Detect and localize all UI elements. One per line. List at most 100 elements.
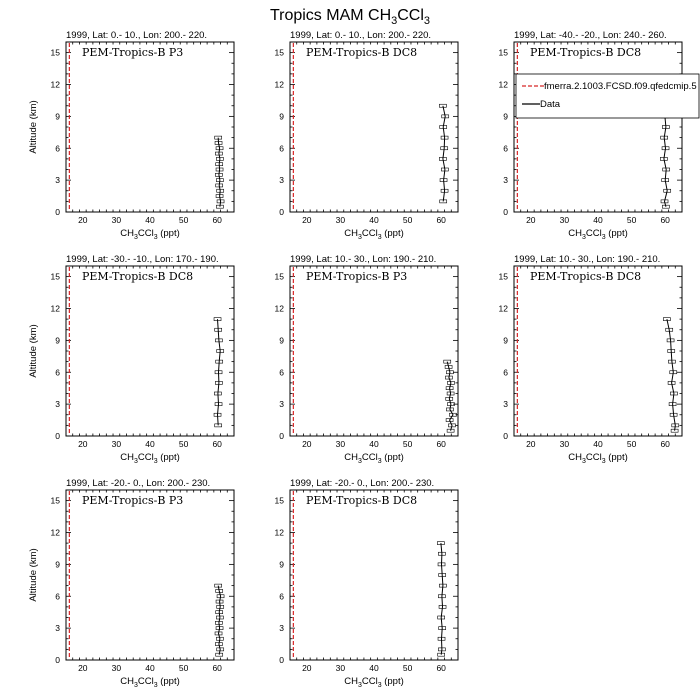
x-axis-label-part: 3 bbox=[134, 682, 138, 689]
x-axis-label-part: 3 bbox=[602, 234, 606, 241]
x-axis-label: CH3CCl3 (ppt) bbox=[120, 676, 180, 689]
chart-panel: 1999, Lat: 10.- 30., Lon: 190.- 210.20 30… bbox=[275, 254, 459, 465]
x-tick-label: 50 bbox=[179, 215, 189, 225]
y-tick-label: 6 bbox=[503, 367, 508, 377]
chart-panel: 1999, Lat: -30.- -10., Lon: 170.- 190. 20… bbox=[28, 254, 235, 465]
chart-panel: 1999, Lat: 0.- 10., Lon: 200.- 220.20 30 4… bbox=[28, 30, 235, 241]
data-point-marker bbox=[663, 317, 671, 321]
data-point-marker bbox=[440, 146, 449, 151]
data-point-marker bbox=[216, 199, 225, 204]
chart-panel: 1999, Lat: -20.- 0., Lon: 200.- 230.20 30… bbox=[28, 478, 235, 689]
x-axis-label-part: 3 bbox=[358, 682, 362, 689]
y-axis-label: Altitude (km) bbox=[28, 100, 39, 153]
data-point-marker bbox=[216, 615, 224, 620]
x-tick-label: 60 bbox=[660, 439, 670, 449]
x-tick-label: 20 bbox=[526, 215, 536, 225]
data-series-line bbox=[216, 319, 221, 426]
panel-title: 1999, Lat: 10.- 30., Lon: 190.- 210. bbox=[514, 254, 660, 265]
plot-frame bbox=[65, 489, 235, 661]
x-axis-label-part: 3 bbox=[378, 682, 382, 689]
legend-model-label: fmerra.2.1003.FCSD.f09.qfedcmip.5 bbox=[544, 81, 697, 92]
x-tick-label: 30 bbox=[112, 439, 122, 449]
data-point-marker bbox=[670, 428, 679, 433]
campaign-label: PEM-Tropics-B DC8 bbox=[530, 270, 641, 283]
campaign-label: PEM-Tropics-B P3 bbox=[82, 46, 183, 59]
x-tick-label: 30 bbox=[336, 215, 346, 225]
data-point-marker bbox=[663, 188, 672, 193]
panel-title: 1999, Lat: -30.- -10., Lon: 170.- 190. bbox=[66, 254, 219, 265]
data-point-marker bbox=[438, 551, 446, 556]
data-point-marker bbox=[216, 204, 224, 209]
y-tick-label: 9 bbox=[503, 111, 508, 121]
data-point-marker bbox=[443, 359, 452, 364]
data-point-marker bbox=[667, 381, 676, 385]
data-series-line bbox=[446, 361, 454, 431]
data-point-marker bbox=[215, 642, 223, 646]
data-point-marker bbox=[215, 146, 224, 151]
data-point-marker bbox=[445, 375, 453, 380]
figure-title-sub1: 3 bbox=[391, 15, 397, 27]
x-axis-label-part: 3 bbox=[602, 458, 606, 465]
x-axis-label-part: CCl bbox=[586, 452, 602, 463]
campaign-label: PEM-Tropics-B P3 bbox=[82, 494, 183, 507]
data-point-marker bbox=[215, 599, 224, 604]
x-axis-label-part: 3 bbox=[154, 682, 158, 689]
y-tick-label: 15 bbox=[275, 48, 285, 58]
data-point-marker bbox=[439, 583, 447, 588]
x-axis-label-part: 3 bbox=[358, 458, 362, 465]
y-tick-label: 3 bbox=[279, 175, 284, 185]
x-tick-label: 60 bbox=[436, 439, 446, 449]
data-point-marker bbox=[215, 338, 223, 343]
y-tick-label: 12 bbox=[275, 80, 285, 90]
x-tick-label: 20 bbox=[302, 215, 312, 225]
y-tick-label: 3 bbox=[503, 175, 508, 185]
y-tick-label: 12 bbox=[51, 304, 61, 314]
data-point-marker bbox=[660, 157, 668, 161]
x-tick-label: 40 bbox=[145, 663, 155, 673]
data-point-marker bbox=[446, 370, 454, 375]
data-point-marker bbox=[215, 610, 224, 614]
x-tick-label: 20 bbox=[78, 215, 88, 225]
y-tick-label: 9 bbox=[503, 335, 508, 345]
x-axis-label-part: CH bbox=[120, 452, 134, 463]
data-point-marker bbox=[216, 188, 225, 193]
data-point-marker bbox=[215, 173, 223, 177]
x-tick-label: 50 bbox=[403, 439, 413, 449]
x-tick-label: 40 bbox=[593, 215, 603, 225]
panel-title: 1999, Lat: 0.- 10., Lon: 200.- 220. bbox=[290, 30, 431, 41]
panel-title: 1999, Lat: -20.- 0., Lon: 200.- 230. bbox=[290, 478, 434, 489]
data-point-marker bbox=[660, 199, 669, 204]
data-point-marker bbox=[666, 338, 675, 343]
x-axis-label-part: (ppt) bbox=[606, 228, 628, 239]
x-tick-label: 20 bbox=[78, 663, 88, 673]
data-point-marker bbox=[668, 402, 677, 406]
y-tick-label: 12 bbox=[275, 528, 285, 538]
y-tick-label: 3 bbox=[279, 399, 284, 409]
y-tick-label: 15 bbox=[51, 48, 61, 58]
data-point-marker bbox=[445, 386, 454, 390]
x-axis-label-part: CCl bbox=[362, 452, 378, 463]
data-point-marker bbox=[215, 652, 224, 657]
data-point-marker bbox=[215, 626, 224, 630]
x-tick-label: 40 bbox=[369, 215, 379, 225]
data-series-line bbox=[442, 105, 446, 202]
x-axis-label-part: CCl bbox=[138, 676, 154, 687]
x-tick-label: 50 bbox=[179, 439, 189, 449]
panel-title: 1999, Lat: -40.- -20., Lon: 240.- 260. bbox=[514, 30, 667, 41]
y-tick-label: 9 bbox=[55, 111, 60, 121]
data-point-marker bbox=[215, 162, 224, 166]
x-axis-label: CH3CCl3 (ppt) bbox=[120, 452, 180, 465]
data-point-marker bbox=[662, 204, 670, 209]
x-axis-label-part: 3 bbox=[154, 458, 158, 465]
data-point-marker bbox=[670, 391, 678, 396]
data-point-marker bbox=[213, 317, 222, 321]
plot-frame bbox=[289, 41, 459, 213]
data-point-marker bbox=[437, 636, 446, 641]
y-tick-label: 0 bbox=[55, 207, 60, 217]
x-axis-label-part: CH bbox=[120, 228, 134, 239]
plot-frame bbox=[513, 41, 683, 213]
data-point-marker bbox=[437, 615, 446, 620]
x-tick-label: 50 bbox=[179, 663, 189, 673]
y-tick-label: 3 bbox=[55, 623, 60, 633]
x-axis-label-part: CCl bbox=[138, 452, 154, 463]
